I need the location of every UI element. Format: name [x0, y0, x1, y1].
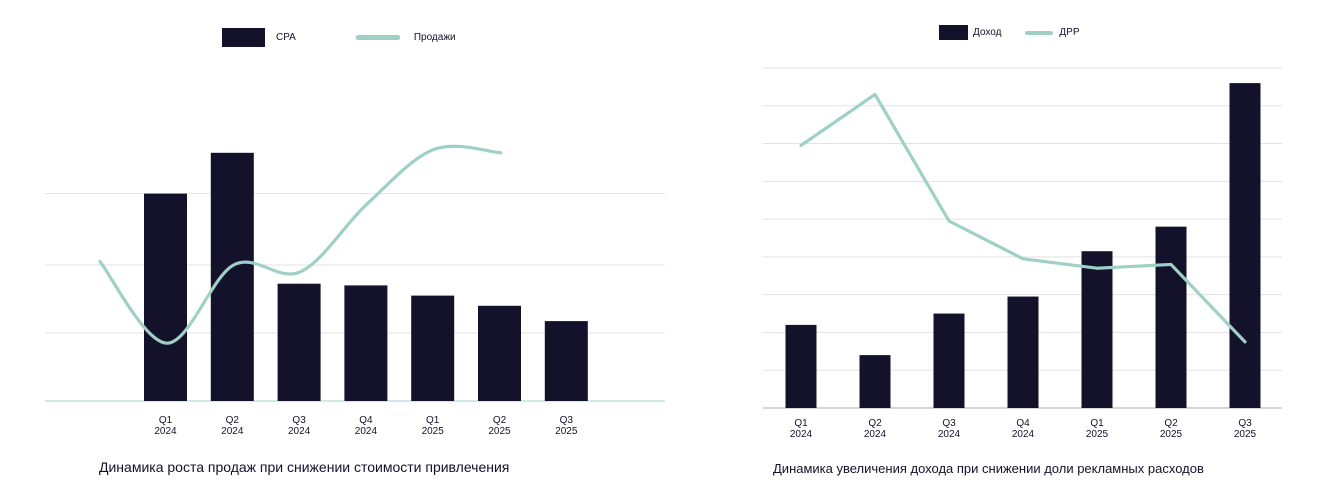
x-tick-quarter-2: Q3 — [292, 415, 306, 426]
bar-доход-4 — [1081, 251, 1113, 408]
x-tick-quarter-3: Q4 — [359, 415, 373, 426]
x-tick-quarter-0: Q1 — [159, 415, 173, 426]
bar-cpa-2 — [277, 283, 321, 401]
sales-cpa-chart: Q12024Q22024Q32024Q42024Q12025Q22025Q320… — [45, 144, 665, 437]
legend-swatch-cpa — [222, 28, 265, 47]
bar-cpa-5 — [478, 305, 521, 401]
legend-swatch-income — [939, 25, 968, 40]
legend-income-drr: Доход ДРР — [939, 25, 1080, 40]
x-tick-year-3: 2024 — [355, 426, 378, 437]
legend-swatch-drr — [1025, 30, 1054, 35]
x-tick-quarter-5: Q2 — [1164, 418, 1178, 429]
series-line — [799, 92, 1247, 344]
legend-label-cpa: CPA — [276, 32, 296, 43]
x-tick-year-2: 2024 — [288, 426, 311, 437]
x-tick-year-2: 2024 — [938, 429, 961, 440]
bar-cpa-3 — [344, 285, 388, 401]
x-tick-year-4: 2025 — [1086, 429, 1109, 440]
x-tick-quarter-5: Q2 — [493, 415, 507, 426]
bar-cpa-6 — [544, 321, 588, 401]
x-tick-quarter-4: Q1 — [426, 415, 440, 426]
legend-label-income: Доход — [973, 27, 1002, 38]
x-tick-year-1: 2024 — [221, 426, 244, 437]
x-tick-year-6: 2025 — [1234, 429, 1257, 440]
x-tick-quarter-3: Q4 — [1016, 418, 1030, 429]
x-tick-year-1: 2024 — [864, 429, 887, 440]
x-tick-year-5: 2025 — [1160, 429, 1183, 440]
chart-caption-left: Динамика роста продаж при снижении стоим… — [99, 459, 510, 475]
bar-доход-0 — [785, 324, 817, 408]
x-tick-quarter-2: Q3 — [942, 418, 956, 429]
legend-swatch-sales — [355, 35, 400, 40]
x-tick-year-5: 2025 — [488, 426, 511, 437]
series-line — [98, 144, 503, 345]
x-tick-year-4: 2025 — [422, 426, 445, 437]
chart-caption-right: Динамика увеличения дохода при снижении … — [773, 461, 1204, 476]
bar-доход-5 — [1155, 226, 1187, 408]
x-tick-year-0: 2024 — [154, 426, 177, 437]
x-tick-quarter-1: Q2 — [868, 418, 882, 429]
x-tick-quarter-6: Q3 — [560, 415, 574, 426]
legend-cpa-sales: CPA Продажи — [222, 28, 456, 47]
x-tick-year-3: 2024 — [1012, 429, 1035, 440]
bar-cpa-1 — [210, 152, 254, 401]
x-tick-year-6: 2025 — [555, 426, 578, 437]
bar-cpa-0 — [144, 193, 187, 401]
x-tick-quarter-0: Q1 — [794, 418, 808, 429]
bar-доход-3 — [1007, 296, 1039, 408]
x-tick-year-0: 2024 — [790, 429, 813, 440]
bar-cpa-4 — [411, 295, 455, 401]
bar-доход-6 — [1229, 83, 1261, 408]
bar-доход-1 — [859, 355, 891, 408]
x-tick-quarter-6: Q3 — [1238, 418, 1252, 429]
x-tick-quarter-4: Q1 — [1090, 418, 1104, 429]
income-drr-chart: Q12024Q22024Q32024Q42024Q12025Q22025Q320… — [763, 67, 1282, 440]
legend-label-drr: ДРР — [1059, 27, 1080, 38]
legend-label-sales: Продажи — [413, 32, 456, 43]
x-tick-quarter-1: Q2 — [226, 415, 240, 426]
bar-доход-2 — [933, 313, 965, 408]
